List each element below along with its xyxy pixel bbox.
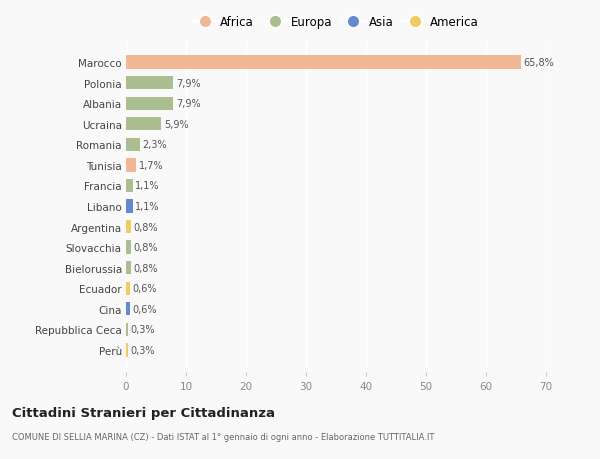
Bar	[126, 97, 173, 111]
Text: 1,1%: 1,1%	[135, 181, 160, 191]
Text: Cittadini Stranieri per Cittadinanza: Cittadini Stranieri per Cittadinanza	[12, 406, 275, 419]
Text: 0,8%: 0,8%	[133, 242, 158, 252]
Bar	[126, 159, 136, 172]
Text: 0,3%: 0,3%	[130, 325, 155, 335]
Text: 65,8%: 65,8%	[523, 58, 554, 68]
Bar	[126, 118, 161, 131]
Text: 0,6%: 0,6%	[132, 304, 157, 314]
Text: 1,1%: 1,1%	[135, 202, 160, 212]
Text: 7,9%: 7,9%	[176, 99, 200, 109]
Text: 0,8%: 0,8%	[133, 263, 158, 273]
Bar	[126, 262, 131, 275]
Bar	[126, 343, 128, 357]
Bar	[126, 302, 130, 316]
Bar	[126, 56, 521, 70]
Bar	[126, 220, 131, 234]
Legend: Africa, Europa, Asia, America: Africa, Europa, Asia, America	[193, 16, 479, 29]
Bar	[126, 77, 173, 90]
Text: 0,6%: 0,6%	[132, 284, 157, 294]
Text: 7,9%: 7,9%	[176, 78, 200, 89]
Bar	[126, 200, 133, 213]
Text: 1,7%: 1,7%	[139, 161, 163, 171]
Bar	[126, 241, 131, 254]
Text: COMUNE DI SELLIA MARINA (CZ) - Dati ISTAT al 1° gennaio di ogni anno - Elaborazi: COMUNE DI SELLIA MARINA (CZ) - Dati ISTA…	[12, 432, 434, 442]
Bar	[126, 179, 133, 193]
Text: 0,8%: 0,8%	[133, 222, 158, 232]
Bar	[126, 282, 130, 295]
Bar	[126, 138, 140, 151]
Text: 0,3%: 0,3%	[130, 345, 155, 355]
Text: 2,3%: 2,3%	[142, 140, 167, 150]
Text: 5,9%: 5,9%	[164, 119, 188, 129]
Bar	[126, 323, 128, 336]
